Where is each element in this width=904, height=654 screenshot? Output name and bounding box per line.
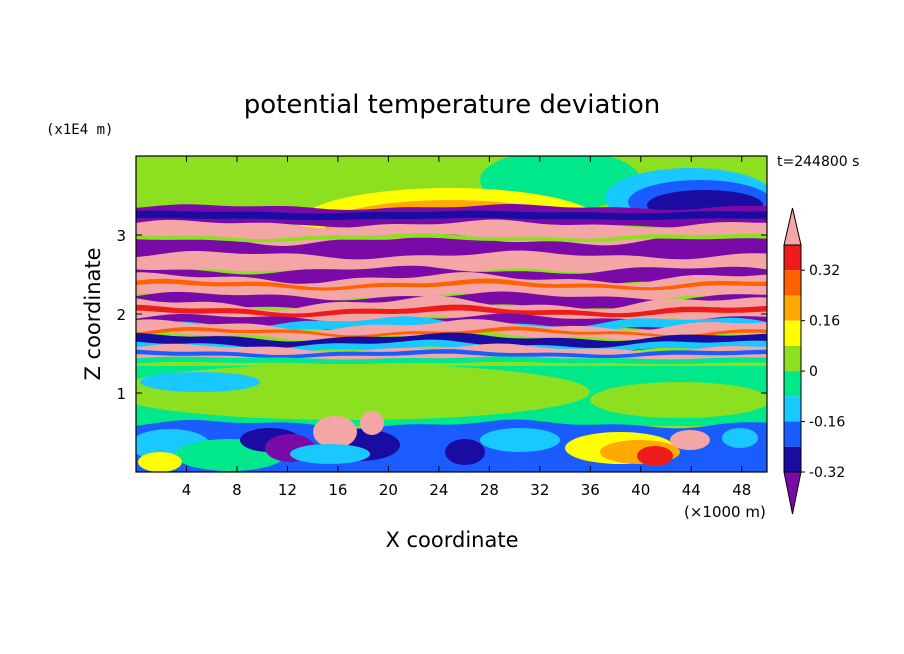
x-unit-label: (×1000 m): [684, 503, 766, 521]
colorbar: 0.32 0.16 0 -0.16 -0.32: [783, 207, 845, 515]
colorbar-segment: [784, 371, 801, 397]
contour-cell: [637, 446, 673, 466]
plot-area: [136, 156, 767, 472]
contour-band: [136, 250, 767, 276]
colorbar-tick-label: -0.32: [809, 465, 845, 481]
x-tick-label: 12: [278, 481, 297, 499]
colorbar-segment: [784, 421, 801, 447]
x-tick-label: 8: [232, 481, 242, 499]
x-axis: 4 8 12 16 20 24 28 32 36 40 44 48: [182, 156, 751, 499]
contour-cell: [360, 411, 384, 435]
x-tick-label: 4: [182, 481, 192, 499]
x-tick-label: 44: [682, 481, 701, 499]
colorbar-tick-label: -0.16: [809, 415, 845, 431]
x-tick-label: 36: [581, 481, 600, 499]
contour-cell: [138, 452, 182, 472]
contour-cell: [480, 428, 560, 452]
colorbar-segment: [784, 345, 801, 372]
contour-band: [136, 304, 767, 318]
contour-band: [136, 356, 767, 365]
contour-band: [136, 233, 767, 243]
contour-cell: [445, 439, 485, 465]
contour-band: [136, 210, 767, 221]
contour-cell: [590, 382, 767, 418]
contour-cell: [313, 416, 357, 448]
y-axis-title: Z coordinate: [81, 247, 105, 380]
contour-band: [136, 278, 767, 291]
colorbar-segment: [784, 446, 801, 472]
y-axis: 1 2 3: [116, 227, 767, 403]
colorbar-segment: [784, 320, 801, 346]
x-tick-label: 28: [480, 481, 499, 499]
chart-title: potential temperature deviation: [244, 90, 660, 120]
y-unit-label: (x1E4 m): [46, 122, 113, 138]
colorbar-tick-label: 0.16: [809, 314, 840, 330]
x-tick-label: 40: [631, 481, 650, 499]
contour-cell: [136, 364, 590, 420]
colorbar-segment: [784, 396, 801, 422]
x-tick-label: 16: [328, 481, 347, 499]
x-tick-label: 24: [429, 481, 448, 499]
x-tick-label: 48: [732, 481, 751, 499]
colorbar-segment: [784, 295, 801, 321]
colorbar-extend-min: [783, 471, 802, 515]
colorbar-segment: [784, 270, 801, 296]
colorbar-segment: [784, 245, 801, 271]
y-tick-label: 2: [116, 306, 126, 324]
colorbar-extend-max: [783, 207, 802, 246]
contour-cell: [722, 428, 758, 448]
x-tick-label: 32: [530, 481, 549, 499]
contour-band: [136, 319, 767, 341]
contour-cell: [140, 372, 260, 392]
x-axis-title: X coordinate: [385, 528, 518, 552]
contour-band: [136, 326, 767, 338]
time-label: t=244800 s: [777, 154, 859, 170]
contour-band: [136, 272, 767, 303]
y-tick-label: 3: [116, 227, 126, 245]
colorbar-tick-label: 0: [809, 364, 818, 380]
colorbar-tick-label: 0.32: [809, 263, 840, 279]
contour-cell: [290, 444, 370, 464]
x-tick-label: 20: [379, 481, 398, 499]
y-tick-label: 1: [116, 385, 126, 403]
contour-band: [136, 349, 767, 359]
contour-field: [136, 156, 767, 472]
contour-cell: [670, 430, 710, 450]
